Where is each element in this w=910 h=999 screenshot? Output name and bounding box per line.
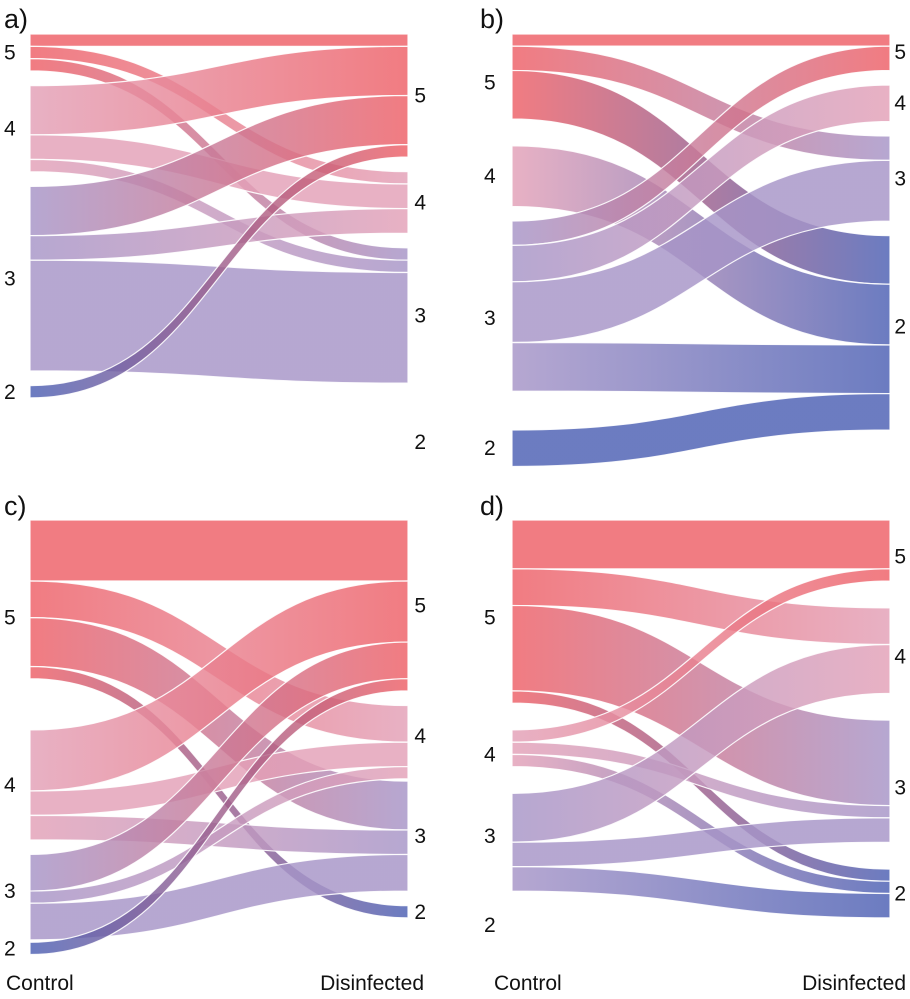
panel-a-flows — [29, 33, 409, 399]
left-tick-5: 5 — [4, 607, 16, 630]
left-tick-2: 2 — [4, 381, 16, 404]
panel-a-right-ticks: 5 4 3 2 — [414, 84, 426, 454]
left-tick-5: 5 — [484, 72, 496, 95]
right-tick-3: 3 — [894, 776, 906, 799]
left-tick-2: 2 — [484, 914, 496, 937]
left-tick-5: 5 — [484, 607, 496, 630]
left-tick-3: 3 — [4, 268, 16, 291]
right-tick-3: 3 — [414, 825, 426, 848]
right-tick-2: 2 — [414, 901, 426, 924]
flow-3-to-3 — [511, 817, 891, 868]
panel-d-flows — [511, 519, 891, 919]
left-tick-4: 4 — [484, 165, 496, 188]
panel-c-left-ticks: 5 4 3 2 — [4, 607, 16, 961]
flow-3-to-4 — [29, 765, 409, 904]
left-tick-4: 4 — [4, 118, 16, 141]
right-tick-2: 2 — [894, 316, 906, 339]
flow-3-to-2 — [511, 866, 891, 919]
flow-5-to-5 — [29, 33, 409, 47]
right-tick-5: 5 — [414, 594, 426, 617]
right-tick-4: 4 — [414, 191, 426, 214]
panel-c-flows — [29, 519, 409, 956]
right-tick-4: 4 — [894, 92, 906, 115]
panel-d-left-ticks: 5 4 3 2 — [484, 607, 496, 937]
x-label-control-bottom-left: Control — [6, 972, 74, 995]
panel-d-right-ticks: 5 4 3 2 — [894, 546, 906, 906]
panel-b: b) 5 4 3 2 5 4 3 2 — [480, 4, 906, 468]
right-tick-5: 5 — [894, 41, 906, 64]
panel-c: c) 5 4 3 2 5 4 3 2 — [4, 491, 426, 960]
right-tick-3: 3 — [894, 168, 906, 191]
panel-a: a) 5 4 3 2 5 4 3 2 — [4, 4, 426, 454]
flow-3-to-2 — [511, 341, 891, 395]
flow-3-to-4 — [511, 643, 891, 843]
flow-3-to-3 — [29, 259, 409, 384]
flow-3-to-3 — [511, 159, 891, 344]
panel-b-label: b) — [480, 4, 504, 34]
flow-2-to-5 — [29, 678, 409, 956]
panel-b-right-ticks: 5 4 3 2 — [894, 41, 906, 339]
right-tick-4: 4 — [414, 725, 426, 748]
x-label-control-bottom-right: Control — [494, 972, 562, 995]
left-tick-3: 3 — [484, 825, 496, 848]
flow-3-to-5 — [511, 45, 891, 246]
flow-5-to-5 — [511, 519, 891, 570]
x-label-disinfected-bottom-left: Disinfected — [320, 972, 424, 995]
right-tick-2: 2 — [414, 431, 426, 454]
flow-4-to-5 — [511, 568, 891, 743]
flow-3-to-4 — [511, 84, 891, 283]
flow-3-to-4 — [29, 207, 409, 261]
right-tick-5: 5 — [894, 546, 906, 569]
right-tick-5: 5 — [414, 84, 426, 107]
left-tick-4: 4 — [4, 774, 16, 797]
left-tick-3: 3 — [4, 880, 16, 903]
left-tick-3: 3 — [484, 307, 496, 330]
panel-a-label: a) — [4, 4, 28, 34]
panel-d-label: d) — [480, 491, 504, 521]
flow-5-to-5 — [29, 519, 409, 582]
right-tick-3: 3 — [414, 305, 426, 328]
flow-2-to-5 — [29, 144, 409, 399]
x-label-disinfected-bottom-right: Disinfected — [802, 972, 906, 995]
right-tick-2: 2 — [894, 883, 906, 906]
left-tick-2: 2 — [484, 437, 496, 460]
panel-b-flows — [511, 33, 891, 468]
panel-c-label: c) — [4, 491, 27, 521]
left-tick-4: 4 — [484, 743, 496, 766]
panel-d: d) 5 4 3 2 5 4 3 2 — [480, 491, 906, 937]
flow-5-to-5 — [511, 33, 891, 47]
flow-2-to-2 — [511, 392, 891, 468]
right-tick-4: 4 — [894, 646, 906, 669]
panel-a-left-ticks: 5 4 3 2 — [4, 41, 16, 403]
left-tick-2: 2 — [4, 937, 16, 960]
panel-c-right-ticks: 5 4 3 2 — [414, 594, 426, 923]
panel-b-left-ticks: 5 4 3 2 — [484, 72, 496, 461]
left-tick-5: 5 — [4, 41, 16, 64]
